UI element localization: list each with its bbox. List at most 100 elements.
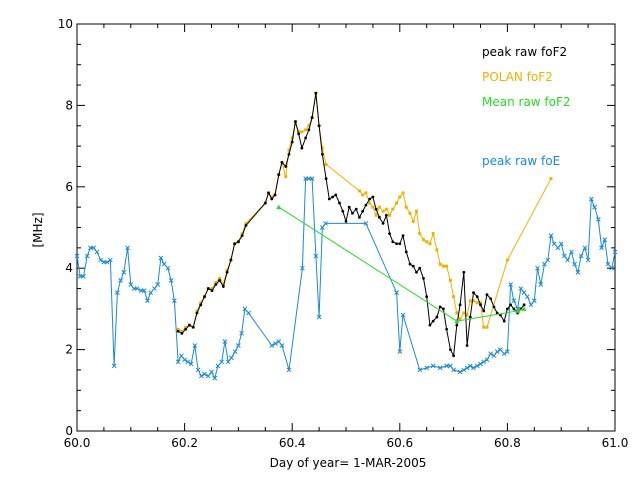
data-point-polan-fof2 (431, 232, 435, 236)
data-point-peak-raw-foe (430, 363, 436, 369)
data-point-peak-raw-foe (572, 261, 578, 267)
x-axis-label: Day of year= 1-MAR-2005 (270, 456, 427, 470)
data-point-peak-raw-fof2 (522, 303, 526, 307)
data-point-polan-fof2 (320, 146, 324, 150)
data-point-polan-fof2 (421, 238, 425, 242)
data-point-peak-raw-foe (471, 365, 476, 371)
data-point-peak-raw-foe (215, 363, 221, 369)
data-point-peak-raw-foe (437, 365, 443, 371)
series-layer (74, 91, 618, 381)
data-point-polan-fof2 (388, 213, 392, 217)
data-point-polan-fof2 (398, 195, 402, 199)
data-point-peak-raw-foe (273, 341, 278, 346)
data-point-peak-raw-foe (134, 286, 140, 291)
data-point-peak-raw-fof2 (214, 283, 218, 286)
data-point-peak-raw-foe (313, 253, 319, 259)
data-point-polan-fof2 (195, 309, 199, 313)
data-point-peak-raw-fof2 (506, 307, 509, 311)
x-tick-label: 60.2 (171, 436, 198, 450)
data-point-peak-raw-foe (464, 365, 470, 371)
data-point-peak-raw-fof2 (203, 295, 206, 299)
data-point-peak-raw-fof2 (199, 303, 203, 307)
data-point-peak-raw-foe (551, 241, 557, 247)
data-point-polan-fof2 (368, 201, 372, 205)
data-point-peak-raw-foe (165, 265, 171, 271)
data-point-polan-fof2 (475, 301, 479, 305)
data-point-peak-raw-fof2 (381, 222, 385, 225)
legend-entry-mean-raw-fof2: Mean raw foF2 (482, 95, 571, 109)
data-point-peak-raw-foe (125, 245, 130, 251)
data-point-peak-raw-fof2 (195, 311, 199, 315)
data-point-peak-raw-foe (491, 353, 497, 359)
data-point-peak-raw-fof2 (438, 305, 442, 309)
data-point-peak-raw-fof2 (244, 224, 248, 227)
data-point-peak-raw-fof2 (290, 140, 294, 144)
data-point-polan-fof2 (425, 240, 429, 244)
series-peak-raw-foe (74, 176, 618, 381)
data-point-peak-raw-fof2 (344, 219, 348, 223)
data-point-polan-fof2 (307, 124, 311, 128)
data-point-peak-raw-fof2 (210, 289, 214, 292)
data-point-peak-raw-foe (128, 282, 134, 287)
data-point-peak-raw-foe (205, 373, 211, 379)
data-point-peak-raw-foe (202, 371, 207, 377)
data-point-peak-raw-fof2 (492, 305, 496, 309)
data-point-peak-raw-fof2 (273, 193, 277, 197)
data-point-polan-fof2 (244, 221, 248, 225)
data-point-peak-raw-fof2 (229, 258, 233, 262)
data-point-peak-raw-foe (158, 255, 164, 261)
data-point-peak-raw-foe (111, 363, 117, 369)
data-point-peak-raw-fof2 (502, 319, 506, 323)
data-point-peak-raw-fof2 (307, 128, 311, 132)
data-point-polan-fof2 (357, 189, 361, 193)
data-point-polan-fof2 (455, 311, 459, 315)
data-point-peak-raw-foe (286, 367, 292, 373)
y-tick-label: 8 (65, 98, 73, 112)
data-point-peak-raw-foe (424, 365, 430, 371)
data-point-peak-raw-foe (236, 343, 241, 348)
data-point-polan-fof2 (448, 278, 452, 282)
data-point-mean-raw-fof2 (454, 318, 460, 324)
data-point-peak-raw-fof2 (364, 203, 368, 207)
data-point-peak-raw-fof2 (401, 234, 405, 238)
data-point-peak-raw-foe (172, 298, 177, 304)
data-point-polan-fof2 (270, 195, 274, 199)
data-point-polan-fof2 (214, 280, 218, 284)
data-point-polan-fof2 (225, 268, 229, 272)
data-point-peak-raw-foe (400, 312, 406, 318)
data-point-polan-fof2 (300, 130, 304, 134)
data-point-peak-raw-fof2 (294, 120, 297, 124)
data-point-peak-raw-fof2 (280, 160, 284, 164)
data-point-peak-raw-foe (114, 290, 120, 295)
data-point-peak-raw-foe (198, 373, 204, 379)
data-point-peak-raw-fof2 (368, 197, 372, 201)
data-point-peak-raw-fof2 (479, 303, 482, 307)
legend-entry-peak-raw-fof2: peak raw foF2 (482, 45, 567, 59)
data-point-peak-raw-foe (457, 369, 463, 375)
data-point-polan-fof2 (199, 301, 203, 305)
data-point-peak-raw-fof2 (398, 242, 402, 246)
data-point-polan-fof2 (472, 299, 476, 303)
series-line-peak-raw-foe (76, 178, 616, 380)
data-point-peak-raw-fof2 (495, 311, 499, 315)
data-point-peak-raw-fof2 (415, 270, 418, 274)
legend-entry-polan-fof2: POLAN foF2 (482, 70, 553, 84)
data-point-peak-raw-fof2 (358, 215, 361, 219)
data-point-peak-raw-fof2 (374, 207, 378, 211)
data-point-peak-raw-foe (185, 359, 191, 365)
data-point-peak-raw-foe (602, 237, 608, 243)
data-point-peak-raw-fof2 (327, 197, 331, 201)
data-point-peak-raw-fof2 (218, 279, 221, 282)
data-point-polan-fof2 (452, 295, 456, 299)
data-point-polan-fof2 (549, 177, 553, 181)
x-tick-label: 61.0 (602, 436, 629, 450)
data-point-peak-raw-fof2 (395, 242, 398, 246)
data-point-peak-raw-foe (84, 253, 90, 259)
data-point-peak-raw-fof2 (462, 270, 466, 274)
data-point-polan-fof2 (404, 205, 408, 209)
data-point-polan-fof2 (408, 211, 412, 215)
data-point-peak-raw-foe (168, 278, 174, 283)
data-point-peak-raw-foe (192, 343, 198, 348)
data-point-peak-raw-fof2 (314, 91, 318, 95)
